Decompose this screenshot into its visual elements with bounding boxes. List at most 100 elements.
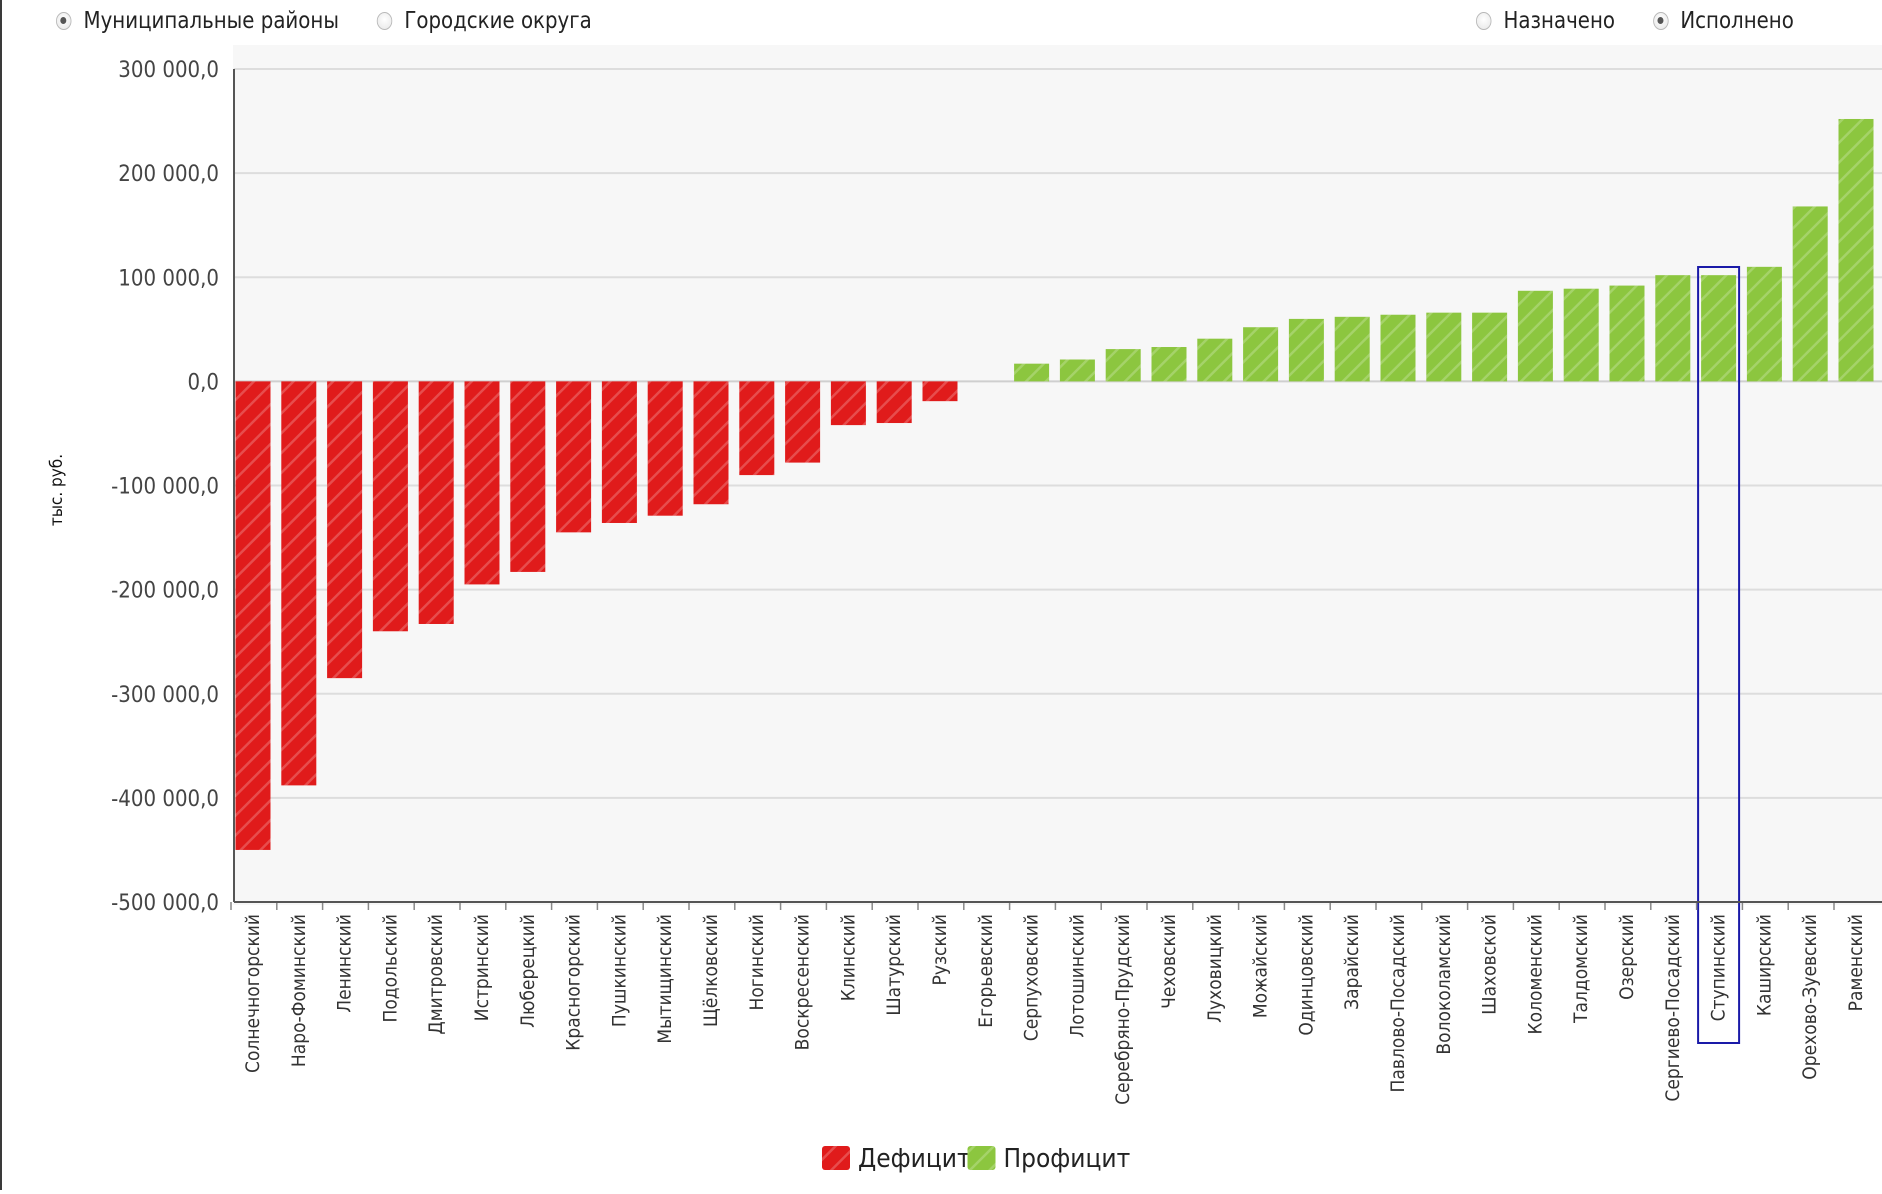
bars	[235, 118, 1874, 1044]
radio-button-icon[interactable]	[1652, 12, 1669, 30]
y-tick-label: 200 000,0	[118, 162, 219, 187]
bar-hatch	[601, 381, 637, 523]
x-category-label: Одинцовский	[1295, 914, 1317, 1036]
bar-hatch	[1288, 318, 1324, 382]
bar-hatch	[1655, 275, 1691, 382]
bar-hatch	[281, 381, 317, 786]
x-category-label: Сергиево-Посадский	[1662, 914, 1684, 1102]
x-category-label: Рузский	[929, 914, 951, 985]
bar-hatch	[1563, 288, 1599, 382]
x-category-label: Истринский	[471, 914, 493, 1021]
plot-background	[233, 45, 1882, 905]
x-category-label: Мытищинский	[654, 914, 676, 1044]
radio-label: Исполнено	[1680, 8, 1794, 34]
bar-hatch	[1243, 327, 1279, 382]
x-category-label: Люберецкий	[517, 914, 539, 1028]
legend-label[interactable]: Дефицит	[858, 1144, 971, 1174]
highlight-box	[1697, 266, 1741, 1044]
radio-municipal-districts[interactable]: Муниципальные районы	[56, 8, 339, 34]
budget-balance-chart: 300 000,0 200 000,0 100 000,0 0,0 -100 000,0…	[0, 45, 1882, 1190]
bar-hatch	[418, 381, 454, 624]
bar-hatch	[1792, 206, 1828, 382]
radio-button-icon[interactable]	[1476, 12, 1492, 30]
radio-assigned[interactable]: Назначено	[1476, 8, 1615, 34]
x-category-label: Щёлковский	[700, 914, 722, 1027]
bar-hatch	[1059, 359, 1095, 382]
x-category-label: Серебряно-Прудский	[1112, 914, 1134, 1105]
x-category-label: Ногинский	[746, 914, 768, 1011]
bar-hatch	[830, 381, 866, 426]
x-category-label: Коломенский	[1524, 914, 1546, 1035]
y-tick-label: 300 000,0	[118, 58, 219, 83]
x-category-label: Волоколамский	[1433, 914, 1455, 1055]
bar-hatch	[1838, 118, 1874, 382]
y-tick-label: -100 000,0	[111, 475, 219, 500]
x-category-label: Луховицкий	[1204, 914, 1226, 1023]
x-category-label: Орехово-Зуевский	[1799, 914, 1821, 1080]
bar-hatch	[1472, 312, 1508, 382]
y-tick-label: -400 000,0	[111, 787, 219, 812]
legend-swatch-hatch	[822, 1146, 850, 1170]
legend: Дефицит Профицит	[822, 1144, 1130, 1174]
y-tick-label: -300 000,0	[111, 683, 219, 708]
bar-hatch	[1517, 290, 1553, 382]
x-category-label: Талдомский	[1570, 914, 1592, 1024]
gridlines	[234, 68, 1882, 903]
bar-hatch	[693, 381, 729, 505]
bar-hatch	[876, 381, 912, 424]
bar-hatch	[1380, 314, 1416, 382]
bar-hatch	[1746, 266, 1782, 382]
x-category-label: Каширский	[1753, 914, 1775, 1016]
x-category-label: Солнечногорский	[242, 914, 264, 1073]
y-tick-label: -500 000,0	[111, 891, 219, 916]
legend-label[interactable]: Профицит	[1004, 1144, 1131, 1174]
x-category-label: Красногорский	[563, 914, 585, 1051]
bar-hatch	[1609, 285, 1645, 382]
x-category-label: Егорьевский	[975, 914, 997, 1028]
x-category-label: Пушкинский	[608, 914, 630, 1027]
x-category-label: Серпуховский	[1021, 914, 1043, 1041]
bar-hatch	[1014, 363, 1050, 382]
bar-hatch	[327, 381, 363, 679]
bar-hatch	[647, 381, 683, 516]
radio-executed[interactable]: Исполнено	[1652, 8, 1794, 34]
radio-button-icon[interactable]	[56, 12, 72, 30]
chart-svg: 300 000,0 200 000,0 100 000,0 0,0 -100 000,0…	[47, 45, 1882, 1174]
bar-hatch	[1105, 349, 1141, 382]
radio-button-icon[interactable]	[376, 12, 393, 30]
x-category-label: Павлово-Посадский	[1387, 914, 1409, 1092]
y-tick-label: -200 000,0	[111, 579, 219, 604]
value-type-selector: Назначено Исполнено	[1476, 8, 1832, 34]
bar-hatch	[464, 381, 500, 585]
x-category-label: Ленинский	[334, 914, 356, 1013]
left-border	[0, 0, 2, 1190]
radio-label: Муниципальные районы	[83, 8, 339, 34]
x-category-label: Подольский	[379, 914, 401, 1023]
x-category-label: Можайский	[1250, 914, 1272, 1018]
x-category-label: Клинский	[837, 914, 859, 1001]
bar-hatch	[739, 381, 775, 476]
y-tick-label: 0,0	[188, 370, 219, 395]
bar-hatch	[1334, 316, 1370, 382]
legend-swatch-hatch	[967, 1146, 996, 1170]
x-category-label: Чеховский	[1158, 914, 1180, 1009]
district-type-selector: Муниципальные районы Городские округа	[56, 8, 630, 34]
x-category-label: Зарайский	[1341, 914, 1363, 1010]
x-category-label: Шаховской	[1479, 914, 1501, 1015]
x-category-label: Озерский	[1616, 914, 1638, 1000]
bar-hatch	[235, 381, 271, 850]
y-axis-ticks: 300 000,0 200 000,0 100 000,0 0,0 -100 000,0…	[111, 58, 219, 916]
x-category-label: Дмитровский	[425, 914, 447, 1035]
bar-hatch	[1151, 347, 1187, 382]
radio-city-districts[interactable]: Городские округа	[376, 8, 592, 34]
x-category-label: Ступинский	[1708, 914, 1730, 1021]
x-category-label: Шатурский	[883, 914, 905, 1016]
bar-hatch	[922, 381, 958, 402]
x-category-label: Раменский	[1845, 914, 1867, 1011]
x-category-label: Наро-Фоминский	[288, 914, 310, 1067]
bar-hatch	[556, 381, 592, 533]
bar-hatch	[785, 381, 821, 463]
bar-hatch	[1426, 312, 1462, 382]
radio-label: Назначено	[1503, 8, 1615, 34]
x-category-label: Лотошинский	[1066, 914, 1088, 1038]
